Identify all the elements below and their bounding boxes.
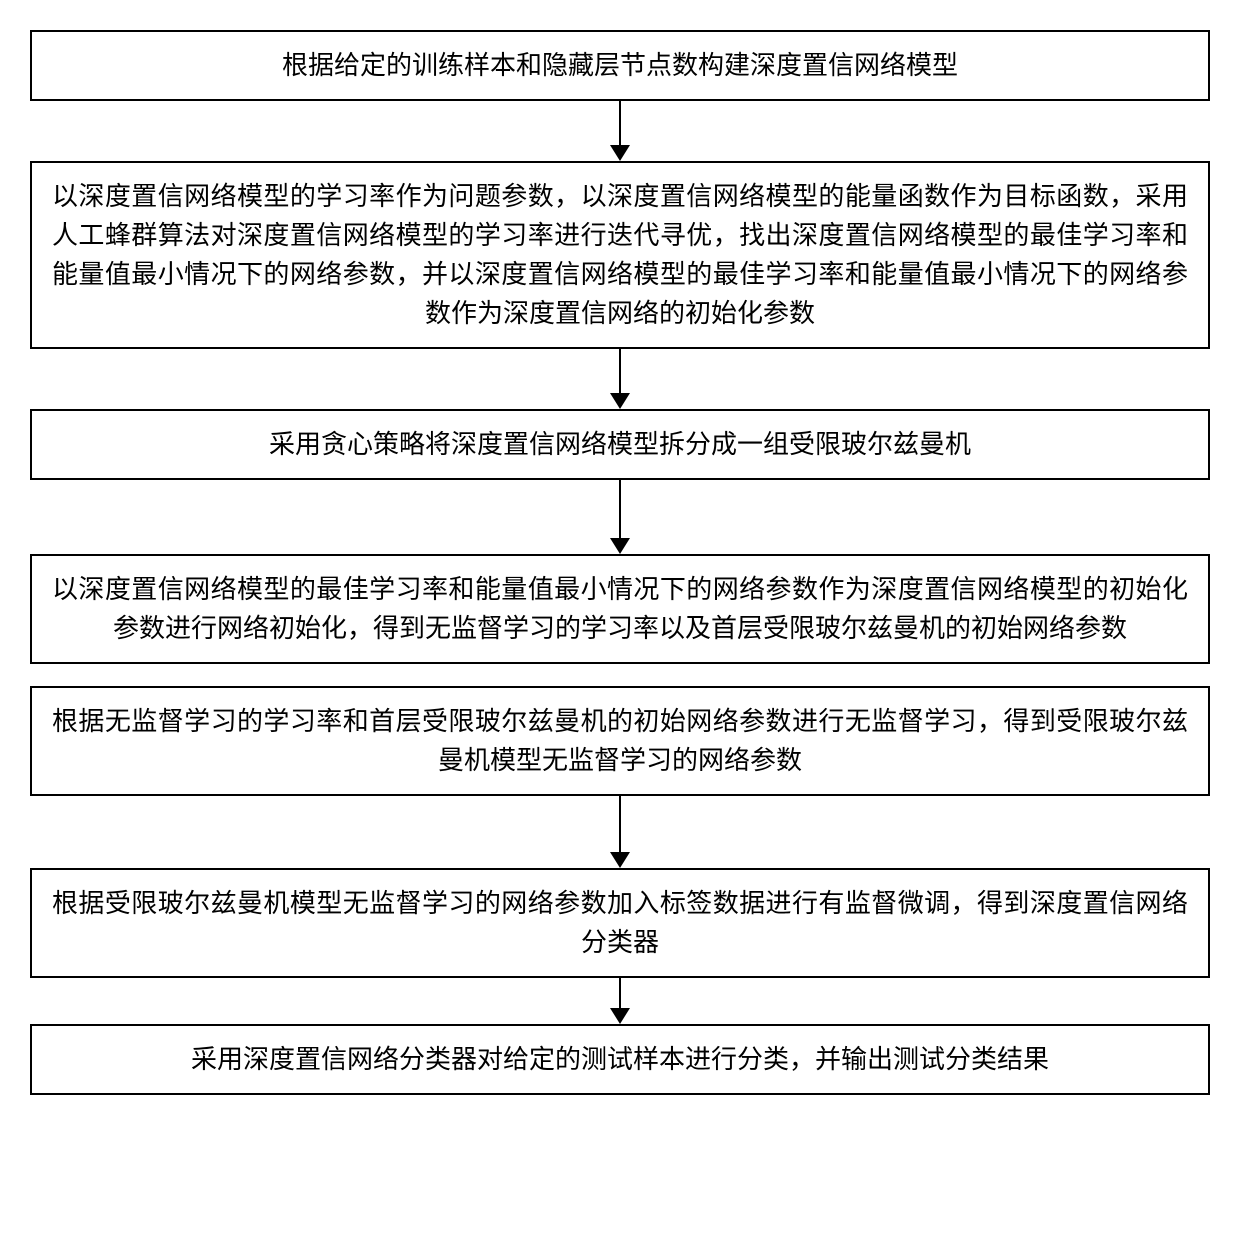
- flowchart-step-4: 以深度置信网络模型的最佳学习率和能量值最小情况下的网络参数作为深度置信网络模型的…: [30, 554, 1210, 664]
- flowchart-step-7: 采用深度置信网络分类器对给定的测试样本进行分类，并输出测试分类结果: [30, 1024, 1210, 1095]
- flowchart-step-3: 采用贪心策略将深度置信网络模型拆分成一组受限玻尔兹曼机: [30, 409, 1210, 480]
- arrow-line: [619, 101, 621, 145]
- flowchart-step-5: 根据无监督学习的学习率和首层受限玻尔兹曼机的初始网络参数进行无监督学习，得到受限…: [30, 686, 1210, 796]
- arrow-line: [619, 349, 621, 393]
- arrow-down-icon: [610, 349, 630, 409]
- arrow-down-icon: [610, 796, 630, 868]
- arrow-line: [619, 480, 621, 538]
- arrow-head: [610, 393, 630, 409]
- arrow-down-icon: [610, 978, 630, 1024]
- flowchart-step-2: 以深度置信网络模型的学习率作为问题参数，以深度置信网络模型的能量函数作为目标函数…: [30, 161, 1210, 349]
- arrow-head: [610, 538, 630, 554]
- arrow-head: [610, 1008, 630, 1024]
- flowchart-container: 根据给定的训练样本和隐藏层节点数构建深度置信网络模型以深度置信网络模型的学习率作…: [30, 30, 1210, 1095]
- arrow-head: [610, 852, 630, 868]
- arrow-down-icon: [610, 480, 630, 554]
- flowchart-step-6: 根据受限玻尔兹曼机模型无监督学习的网络参数加入标签数据进行有监督微调，得到深度置…: [30, 868, 1210, 978]
- flowchart-step-1: 根据给定的训练样本和隐藏层节点数构建深度置信网络模型: [30, 30, 1210, 101]
- arrow-line: [619, 978, 621, 1008]
- arrow-line: [619, 796, 621, 852]
- arrow-head: [610, 145, 630, 161]
- arrow-down-icon: [610, 101, 630, 161]
